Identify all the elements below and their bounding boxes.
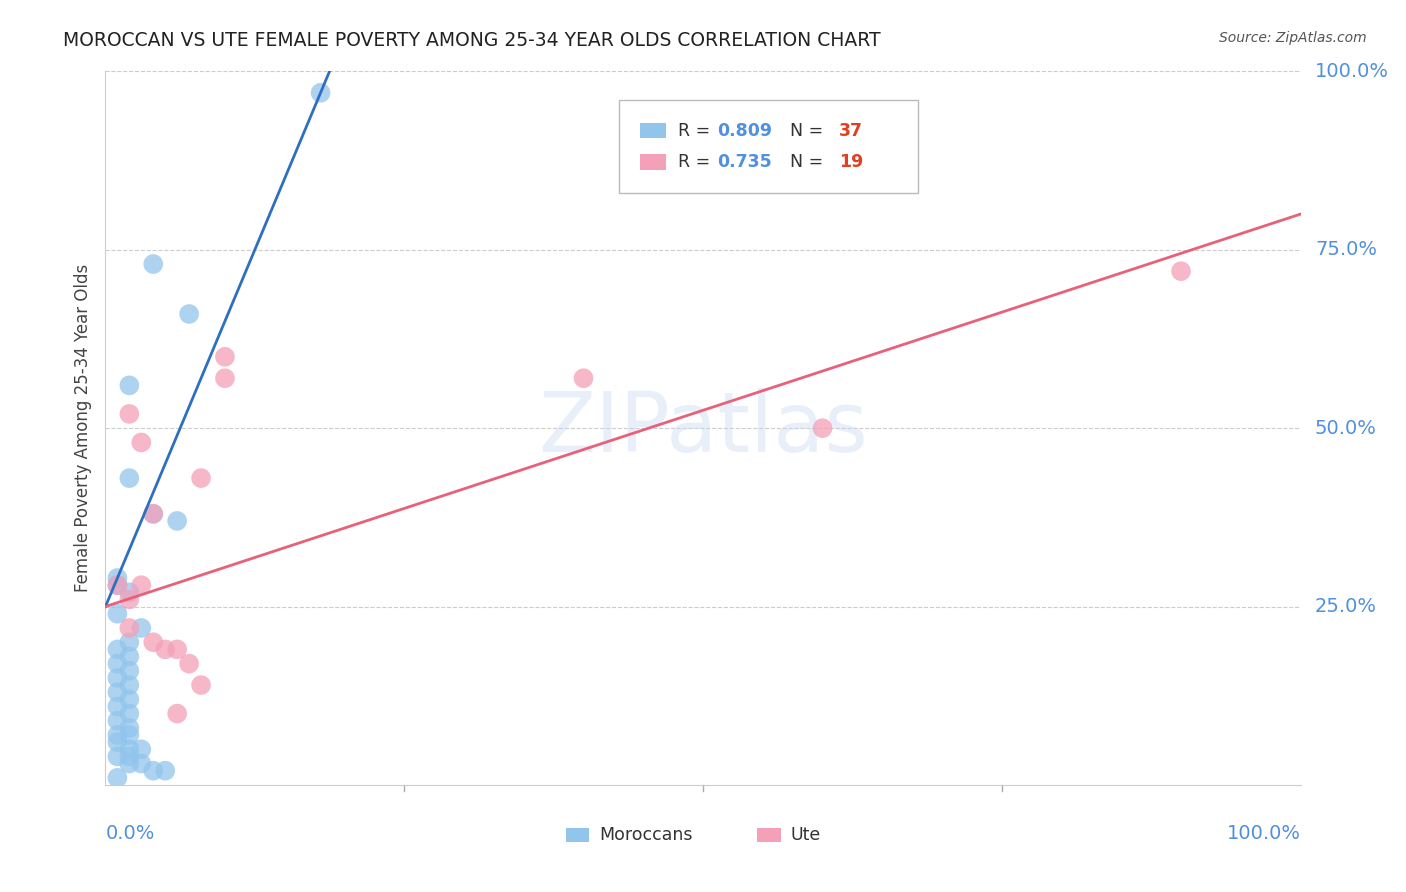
Point — [190, 471, 212, 485]
Text: N =: N = — [779, 121, 830, 139]
Text: R =: R = — [678, 153, 716, 171]
Y-axis label: Female Poverty Among 25-34 Year Olds: Female Poverty Among 25-34 Year Olds — [73, 264, 91, 592]
Point — [309, 86, 332, 100]
Point — [107, 642, 129, 657]
Text: N =: N = — [779, 153, 830, 171]
Point — [129, 742, 153, 756]
Point — [107, 714, 129, 728]
Text: ZIPatlas: ZIPatlas — [538, 388, 868, 468]
FancyBboxPatch shape — [619, 100, 918, 193]
Point — [118, 585, 141, 599]
Point — [118, 471, 141, 485]
Point — [107, 749, 129, 764]
Point — [142, 635, 165, 649]
Text: 0.0%: 0.0% — [105, 824, 155, 843]
Point — [118, 692, 141, 706]
FancyBboxPatch shape — [640, 154, 666, 169]
Point — [214, 350, 236, 364]
Point — [142, 507, 165, 521]
Point — [177, 307, 201, 321]
Point — [166, 514, 188, 528]
Point — [118, 756, 141, 771]
Point — [1170, 264, 1192, 278]
Point — [107, 699, 129, 714]
Point — [107, 571, 129, 585]
Point — [118, 742, 141, 756]
Point — [118, 649, 141, 664]
Text: 0.735: 0.735 — [717, 153, 772, 171]
Point — [118, 378, 141, 392]
FancyBboxPatch shape — [640, 123, 666, 138]
Point — [153, 764, 177, 778]
Point — [107, 578, 129, 592]
Point — [142, 507, 165, 521]
Point — [107, 728, 129, 742]
Text: 100.0%: 100.0% — [1315, 62, 1389, 81]
Text: 0.809: 0.809 — [717, 121, 772, 139]
Text: 19: 19 — [839, 153, 863, 171]
Text: 37: 37 — [839, 121, 863, 139]
Point — [118, 728, 141, 742]
Point — [118, 635, 141, 649]
Text: R =: R = — [678, 121, 716, 139]
Text: 25.0%: 25.0% — [1315, 597, 1376, 616]
Point — [190, 678, 212, 692]
Point — [107, 578, 129, 592]
Point — [166, 642, 188, 657]
Point — [118, 678, 141, 692]
Point — [118, 664, 141, 678]
Point — [107, 607, 129, 621]
Point — [118, 706, 141, 721]
Point — [142, 764, 165, 778]
Point — [214, 371, 236, 385]
Point — [129, 578, 153, 592]
Point — [118, 721, 141, 735]
Text: Source: ZipAtlas.com: Source: ZipAtlas.com — [1219, 31, 1367, 45]
Point — [177, 657, 201, 671]
Point — [572, 371, 595, 385]
FancyBboxPatch shape — [756, 828, 780, 842]
Text: MOROCCAN VS UTE FEMALE POVERTY AMONG 25-34 YEAR OLDS CORRELATION CHART: MOROCCAN VS UTE FEMALE POVERTY AMONG 25-… — [63, 31, 882, 50]
Point — [142, 257, 165, 271]
Point — [811, 421, 834, 435]
Point — [107, 685, 129, 699]
Text: Moroccans: Moroccans — [599, 826, 693, 844]
Point — [129, 621, 153, 635]
Point — [129, 756, 153, 771]
Text: 100.0%: 100.0% — [1226, 824, 1301, 843]
Point — [118, 621, 141, 635]
Point — [166, 706, 188, 721]
Text: 50.0%: 50.0% — [1315, 418, 1376, 438]
Point — [118, 407, 141, 421]
Point — [107, 771, 129, 785]
FancyBboxPatch shape — [565, 828, 589, 842]
Text: 75.0%: 75.0% — [1315, 240, 1376, 260]
Point — [118, 592, 141, 607]
Point — [129, 435, 153, 450]
Point — [118, 749, 141, 764]
Text: Ute: Ute — [790, 826, 821, 844]
Point — [107, 735, 129, 749]
Point — [107, 657, 129, 671]
Point — [107, 671, 129, 685]
Point — [153, 642, 177, 657]
